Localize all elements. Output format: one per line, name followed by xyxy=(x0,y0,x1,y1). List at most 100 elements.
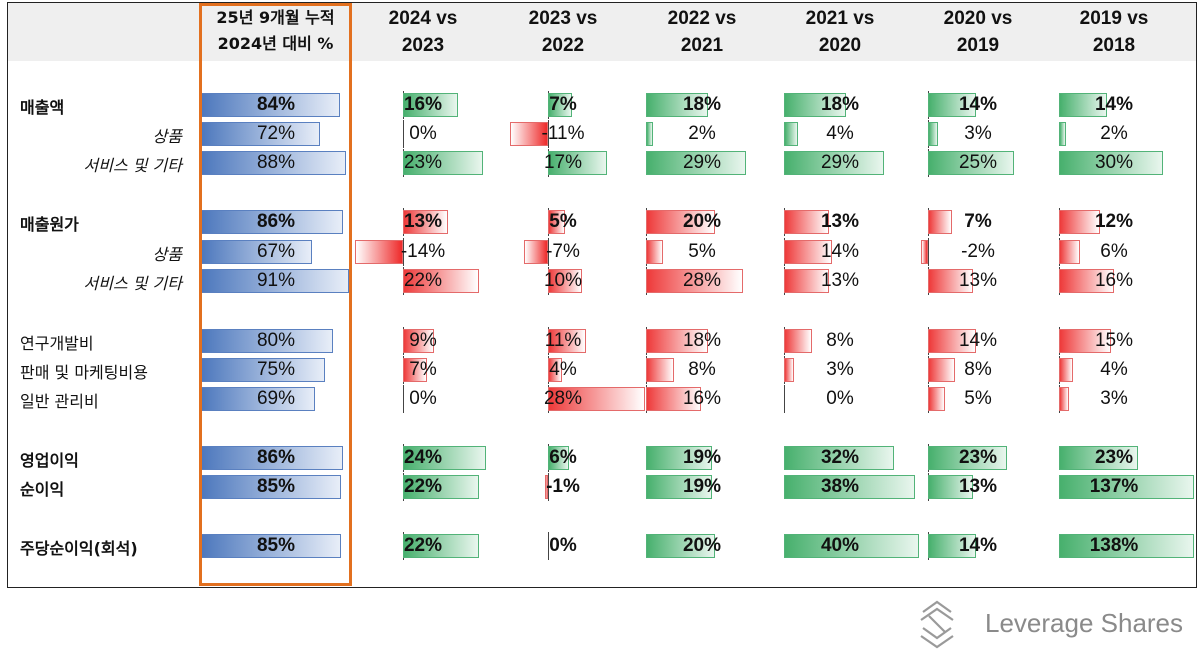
bar-mark xyxy=(646,122,653,146)
bar-mark xyxy=(510,122,548,146)
data-label: 9% xyxy=(409,330,437,351)
zero-axis xyxy=(403,238,405,266)
data-label: 22% xyxy=(403,270,443,291)
bar-mark xyxy=(547,93,573,117)
data-label: 13% xyxy=(958,476,998,497)
data-label: -7% xyxy=(546,241,580,262)
data-label: 14% xyxy=(1094,94,1134,115)
row-label: 매출원가 xyxy=(20,215,79,234)
bar-mark xyxy=(784,446,895,470)
data-label: 13% xyxy=(958,270,998,291)
zero-axis xyxy=(547,473,549,501)
bar-mark xyxy=(784,122,798,146)
data-label: -11% xyxy=(541,123,585,144)
data-label: 32% xyxy=(820,447,860,468)
data-label: 2% xyxy=(1100,123,1128,144)
bar-mark xyxy=(784,269,829,293)
data-label: 30% xyxy=(1094,152,1134,173)
data-label: 91% xyxy=(256,270,296,291)
data-label: 23% xyxy=(1094,447,1134,468)
bar-mark xyxy=(646,269,743,293)
ytd-column-highlight xyxy=(199,3,352,586)
column-header-0: 25년 9개월 누적 2024년 대비 % xyxy=(216,8,335,53)
data-label: 16% xyxy=(682,388,722,409)
bar-mark xyxy=(1059,240,1080,264)
bar-mark xyxy=(403,446,487,470)
data-label: 11% xyxy=(544,330,582,351)
data-label: 18% xyxy=(682,330,722,351)
data-label: 18% xyxy=(820,94,860,115)
data-label: 29% xyxy=(682,152,722,173)
bar-mark xyxy=(927,387,946,411)
bar-mark xyxy=(201,475,342,499)
data-label: 25% xyxy=(958,152,998,173)
bar-mark xyxy=(403,329,435,353)
data-label: 28% xyxy=(543,388,583,409)
data-label: 0% xyxy=(549,535,577,556)
data-label: 13% xyxy=(403,211,443,232)
data-label: 72% xyxy=(256,123,296,144)
bar-mark xyxy=(927,329,977,353)
data-label: 69% xyxy=(256,388,296,409)
bar-mark xyxy=(403,269,480,293)
bar-mark xyxy=(201,151,347,175)
data-label: 0% xyxy=(409,123,437,144)
data-label: 24% xyxy=(403,447,443,468)
bar-mark xyxy=(646,210,715,234)
bar-mark xyxy=(1059,93,1108,117)
row-label: 서비스 및 기타 xyxy=(83,156,183,175)
data-label: 29% xyxy=(820,152,860,173)
row-label: 서비스 및 기타 xyxy=(83,274,183,293)
data-label: 16% xyxy=(1094,270,1134,291)
row-label: 판매 및 마케팅비용 xyxy=(20,363,148,382)
bar-mark xyxy=(547,210,566,234)
data-label: 80% xyxy=(256,330,296,351)
zero-axis xyxy=(547,238,549,266)
bar-mark xyxy=(1059,534,1194,558)
bar-mark xyxy=(646,93,709,117)
data-label: 4% xyxy=(826,123,854,144)
data-label: -14% xyxy=(400,241,446,262)
header-band xyxy=(8,3,1196,61)
zero-axis xyxy=(403,385,405,413)
bar-mark xyxy=(201,210,343,234)
bar-mark xyxy=(784,210,829,234)
data-label: 10% xyxy=(543,270,583,291)
bar-mark xyxy=(927,534,977,558)
bar-mark xyxy=(784,358,795,382)
data-label: 15% xyxy=(1094,330,1134,351)
data-label: 19% xyxy=(682,476,722,497)
data-label: 88% xyxy=(256,152,296,173)
bar-mark xyxy=(201,329,333,353)
data-label: 23% xyxy=(958,447,998,468)
data-label: 2% xyxy=(688,123,716,144)
data-label: 18% xyxy=(682,94,722,115)
data-label: 13% xyxy=(820,270,860,291)
data-label: -2% xyxy=(961,241,995,262)
data-label: 85% xyxy=(256,535,296,556)
data-label: 7% xyxy=(964,211,992,232)
bar-mark xyxy=(784,329,812,353)
data-label: 38% xyxy=(820,476,860,497)
data-label: 7% xyxy=(409,359,437,380)
bar-mark xyxy=(927,358,956,382)
bar-mark xyxy=(646,534,715,558)
row-label: 상품 xyxy=(152,127,182,146)
zero-axis xyxy=(784,385,785,413)
data-label: 14% xyxy=(958,535,998,556)
leverage-shares-logo-icon xyxy=(920,600,954,649)
data-label: 86% xyxy=(256,447,296,468)
data-label: 0% xyxy=(826,388,854,409)
data-label: 4% xyxy=(549,359,577,380)
data-label: 6% xyxy=(1100,241,1128,262)
bar-mark xyxy=(403,210,449,234)
bar-mark xyxy=(547,151,607,175)
bar-mark xyxy=(547,387,645,411)
data-label: 5% xyxy=(688,241,716,262)
row-label: 연구개발비 xyxy=(20,334,94,353)
bar-mark xyxy=(1059,122,1066,146)
data-label: 7% xyxy=(549,94,577,115)
bar-mark xyxy=(646,358,674,382)
data-label: 23% xyxy=(403,152,443,173)
zero-axis xyxy=(927,238,929,266)
